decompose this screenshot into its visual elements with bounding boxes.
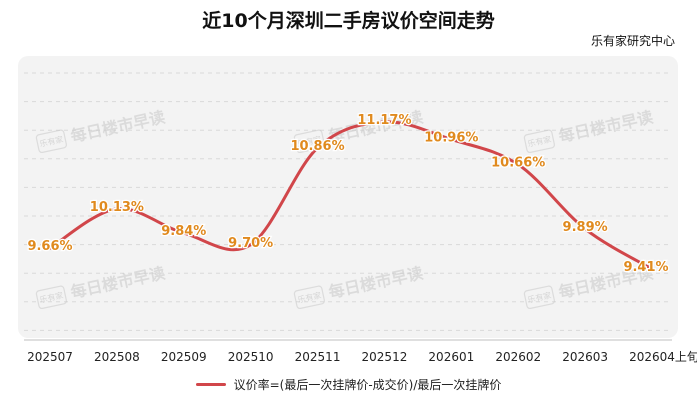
data-point (249, 243, 253, 247)
data-point (182, 231, 186, 235)
x-tick-label: 202507 (27, 350, 73, 364)
watermark-text: 每日楼市早读 (557, 107, 655, 146)
data-label: 10.66% (491, 156, 545, 171)
plot-background (18, 56, 678, 338)
data-label: 10.96% (424, 130, 478, 145)
watermark-logo (293, 129, 326, 154)
watermark-logo (35, 285, 68, 310)
watermark-text: 每日楼市早读 (327, 263, 425, 302)
watermark-logo (293, 285, 326, 310)
watermark-logo (523, 129, 556, 154)
x-tick-label: 202509 (161, 350, 207, 364)
x-tick-label: 202604上旬 (629, 350, 697, 364)
watermark-logo-text: 乐有家 (39, 290, 65, 305)
watermark-logo-text: 乐有家 (297, 134, 323, 149)
watermark-logo (523, 285, 556, 310)
x-tick-label: 202512 (362, 350, 408, 364)
watermark-text: 每日楼市早读 (69, 107, 167, 146)
data-point (316, 146, 320, 150)
data-point (449, 137, 453, 141)
x-tick-label: 202603 (562, 350, 608, 364)
x-tick-label: 202511 (295, 350, 341, 364)
watermark-logo-text: 乐有家 (297, 290, 323, 305)
legend-swatch (195, 383, 226, 386)
watermark-text: 每日楼市早读 (69, 263, 167, 302)
watermark-logo (35, 129, 68, 154)
data-label: 9.66% (27, 239, 72, 254)
data-point (382, 120, 386, 124)
watermark-logo-text: 乐有家 (527, 290, 553, 305)
legend-label: 议价率=(最后一次挂牌价-成交价)/最后一次挂牌价 (233, 378, 502, 392)
data-label: 9.41% (623, 260, 668, 275)
chart-title: 近10个月深圳二手房议价空间走势 (202, 10, 495, 32)
data-label: 9.70% (228, 236, 273, 251)
x-tick-label: 202601 (428, 350, 474, 364)
data-label: 9.89% (563, 220, 608, 235)
series-line (48, 120, 654, 271)
source-label: 乐有家研究中心 (590, 34, 675, 48)
watermark-logo-text: 乐有家 (39, 134, 65, 149)
data-point (583, 227, 587, 231)
x-tick-label: 202602 (495, 350, 541, 364)
legend: 议价率=(最后一次挂牌价-成交价)/最后一次挂牌价 (0, 376, 697, 393)
data-point (650, 267, 654, 271)
data-point (115, 207, 119, 211)
data-label: 10.13% (90, 200, 144, 215)
data-label: 10.86% (290, 139, 344, 154)
x-tick-label: 202510 (228, 350, 274, 364)
data-point (516, 163, 520, 167)
watermark-logo-text: 乐有家 (527, 134, 553, 149)
x-tick-label: 202508 (94, 350, 140, 364)
data-label: 9.84% (161, 224, 206, 239)
data-label: 11.17% (357, 113, 411, 128)
data-point (48, 246, 52, 250)
